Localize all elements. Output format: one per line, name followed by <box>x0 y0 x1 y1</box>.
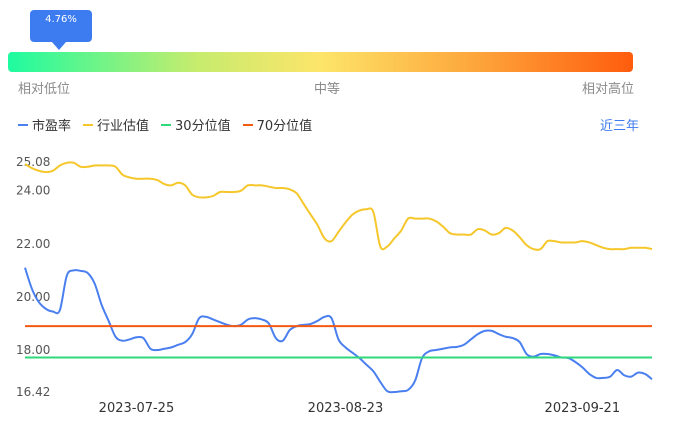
percentile-label: 4.76% <box>45 14 77 25</box>
legend-label-p70: 70分位值 <box>256 119 313 134</box>
x-tick-label: 2023-08-23 <box>308 401 384 416</box>
chart-legend: 市盈率 行业估值 30分位值 70分位值 <box>18 115 324 134</box>
percentile-badge: 4.76% <box>30 10 92 42</box>
percentile-badge-pointer <box>52 42 66 50</box>
x-tick-label: 2023-07-25 <box>99 401 175 416</box>
y-tick-label: 25.08 <box>16 155 50 169</box>
y-tick-label: 18.00 <box>16 343 50 357</box>
legend-item-p30[interactable]: 30分位值 <box>161 115 231 134</box>
legend-label-pe: 市盈率 <box>32 119 72 134</box>
y-tick-label: 16.42 <box>16 385 50 399</box>
legend-swatch-industry <box>83 123 94 126</box>
gauge-mid-label: 中等 <box>314 82 341 97</box>
legend-item-p70[interactable]: 70分位值 <box>242 115 313 134</box>
legend-item-pe[interactable]: 市盈率 <box>18 115 71 134</box>
legend-swatch-pe <box>18 123 28 126</box>
legend-swatch-p70 <box>242 123 253 126</box>
gauge-low-label: 相对低位 <box>18 82 71 97</box>
legend-label-p30: 30分位值 <box>175 119 231 134</box>
y-tick-label: 20.00 <box>16 290 50 304</box>
y-tick-label: 24.00 <box>16 184 50 198</box>
series-industry-line <box>24 161 653 251</box>
y-tick-label: 22.00 <box>16 237 50 251</box>
period-selector[interactable]: 近三年 <box>600 119 640 134</box>
legend-label-industry: 行业估值 <box>97 119 150 134</box>
gauge-high-label: 相对高位 <box>582 82 635 97</box>
series-pe-line <box>24 267 653 394</box>
legend-swatch-p30 <box>161 123 172 126</box>
valuation-gauge-bar <box>8 52 633 72</box>
x-tick-label: 2023-09-21 <box>545 401 621 416</box>
legend-item-industry[interactable]: 行业估值 <box>83 115 149 134</box>
